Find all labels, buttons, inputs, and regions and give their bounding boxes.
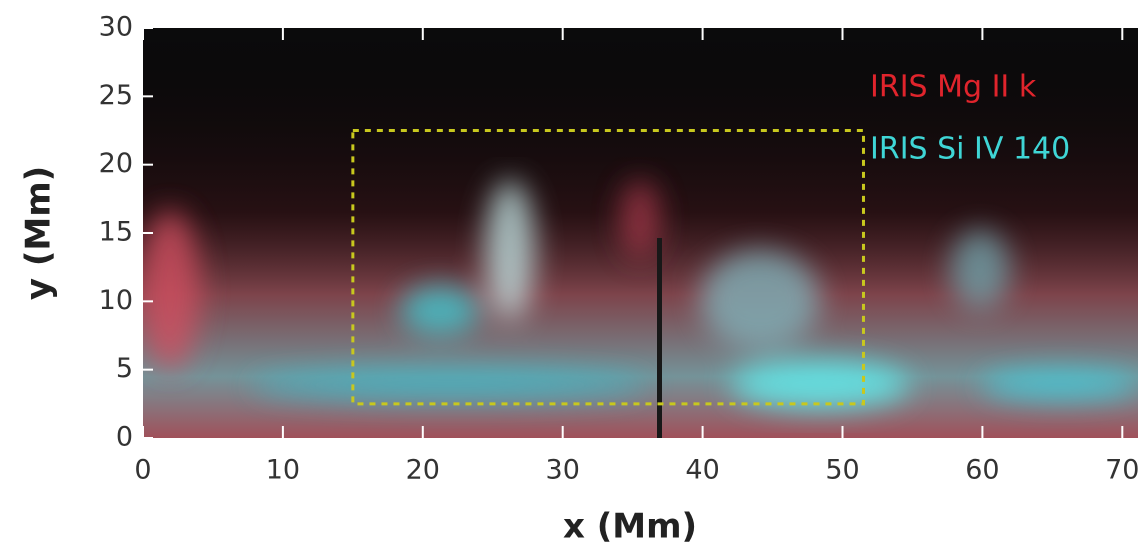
legend-label: IRIS Mg II k [870,70,1037,105]
y-tick-label: 15 [99,217,133,248]
y-tick-label: 30 [99,12,133,43]
y-tick-label: 20 [99,148,133,179]
image [143,28,1138,438]
y-tick-label: 5 [116,353,133,384]
x-tick-label: 70 [1105,455,1138,486]
x-tick-label: 20 [406,455,440,486]
y-tick-label: 25 [99,80,133,111]
y-tick-label: 0 [116,422,133,453]
x-tick-label: 0 [134,455,151,486]
y-tick-label: 10 [99,285,133,316]
region-box [351,129,865,406]
x-tick-label: 60 [965,455,999,486]
x-tick-label: 10 [266,455,300,486]
x-tick-label: 30 [546,455,580,486]
y-axis-label: y (Mm) [19,166,59,300]
x-tick-label: 50 [825,455,859,486]
x-tick-label: 40 [685,455,719,486]
x-axis-label: x (Mm) [563,507,697,547]
legend-label: IRIS Si IV 140 [870,132,1070,167]
